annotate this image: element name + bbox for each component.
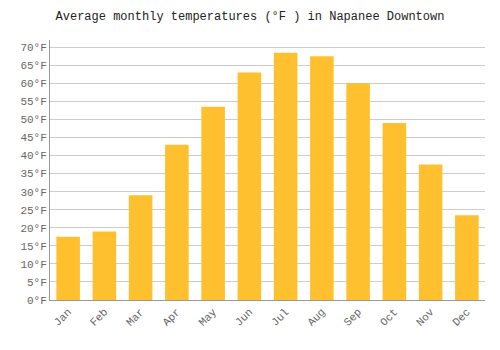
svg-text:50°F: 50°F: [20, 114, 46, 126]
svg-text:10°F: 10°F: [20, 259, 46, 271]
svg-text:20°F: 20°F: [20, 223, 46, 235]
svg-text:Oct: Oct: [378, 306, 400, 328]
svg-text:Nov: Nov: [414, 306, 437, 329]
svg-text:Jul: Jul: [269, 306, 291, 328]
svg-text:25°F: 25°F: [20, 205, 46, 217]
svg-text:Apr: Apr: [160, 306, 182, 328]
svg-text:30°F: 30°F: [20, 187, 46, 199]
svg-text:15°F: 15°F: [20, 241, 46, 253]
svg-text:Average monthly temperatures (: Average monthly temperatures (°F ) in Na…: [56, 10, 445, 24]
svg-text:45°F: 45°F: [20, 132, 46, 144]
svg-text:60°F: 60°F: [20, 78, 46, 90]
svg-text:65°F: 65°F: [20, 60, 46, 72]
svg-text:55°F: 55°F: [20, 96, 46, 108]
svg-text:Sep: Sep: [342, 306, 364, 328]
svg-text:70°F: 70°F: [20, 42, 46, 54]
svg-text:Jan: Jan: [52, 306, 74, 328]
svg-text:Mar: Mar: [124, 306, 146, 328]
svg-text:0°F: 0°F: [27, 295, 47, 307]
svg-text:Jun: Jun: [233, 306, 255, 328]
svg-text:Dec: Dec: [450, 306, 472, 328]
svg-text:Feb: Feb: [88, 306, 110, 328]
svg-text:Aug: Aug: [305, 306, 327, 328]
svg-text:5°F: 5°F: [27, 277, 47, 289]
svg-text:40°F: 40°F: [20, 150, 46, 162]
svg-text:35°F: 35°F: [20, 168, 46, 180]
svg-text:May: May: [197, 306, 220, 329]
